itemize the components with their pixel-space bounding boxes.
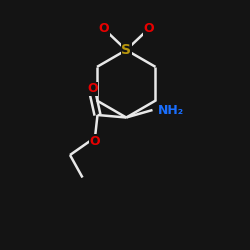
Text: O: O xyxy=(87,82,98,95)
Text: NH₂: NH₂ xyxy=(158,104,184,117)
Text: O: O xyxy=(98,22,109,35)
Text: O: O xyxy=(144,22,154,35)
Text: S: S xyxy=(121,43,131,57)
Text: O: O xyxy=(90,135,100,148)
